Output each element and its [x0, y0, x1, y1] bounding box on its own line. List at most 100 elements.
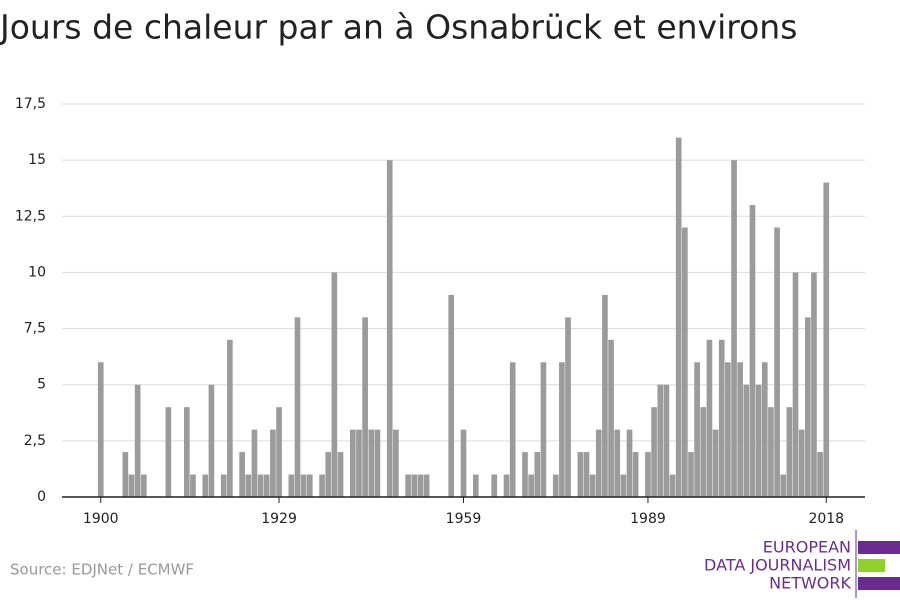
bar — [448, 294, 455, 497]
bar — [626, 429, 633, 497]
bar — [522, 452, 528, 497]
bar — [712, 429, 719, 497]
bar — [774, 227, 780, 497]
bar — [270, 429, 276, 497]
x-tick-label: 1900 — [83, 511, 119, 527]
bar — [491, 474, 498, 497]
bar — [675, 137, 682, 497]
bar — [755, 384, 762, 497]
bar — [331, 272, 338, 497]
bar — [190, 474, 196, 497]
bar — [651, 407, 657, 497]
bar — [97, 362, 104, 497]
bar — [251, 429, 258, 497]
bar — [263, 474, 270, 497]
logo: EUROPEAN DATA JOURNALISM NETWORK — [704, 530, 900, 598]
y-tick-label: 15 — [28, 152, 46, 168]
bar — [552, 474, 559, 497]
bar — [645, 452, 651, 497]
bar — [140, 474, 147, 497]
bar — [614, 429, 621, 497]
bar — [737, 362, 744, 497]
bar — [257, 474, 264, 497]
logo-bar — [858, 577, 900, 590]
bar — [509, 362, 516, 497]
bar — [165, 407, 172, 497]
y-tick-label: 0 — [37, 489, 46, 505]
bar — [393, 429, 399, 497]
bar — [294, 317, 301, 497]
bar — [749, 205, 756, 498]
bar — [208, 384, 215, 497]
bar — [534, 452, 541, 497]
x-tick-label: 1959 — [446, 511, 482, 527]
bar — [319, 474, 325, 497]
bar — [565, 317, 571, 497]
bar — [731, 160, 737, 497]
bar — [761, 362, 768, 497]
bar — [337, 452, 344, 497]
bar — [669, 474, 676, 497]
logo-bar — [858, 559, 885, 572]
bar — [608, 339, 614, 497]
bar — [682, 227, 688, 497]
bar — [743, 384, 750, 497]
logo-text: EUROPEAN — [763, 538, 851, 557]
bar — [804, 317, 811, 497]
x-tick-label: 1989 — [630, 511, 666, 527]
bar — [362, 317, 368, 497]
bar — [239, 452, 245, 497]
bar — [368, 429, 375, 497]
bar — [134, 384, 141, 497]
bar — [780, 474, 787, 497]
bar — [583, 452, 590, 497]
bar — [589, 474, 596, 497]
bar — [706, 339, 713, 497]
bar — [227, 339, 233, 497]
bar — [300, 474, 307, 497]
bar — [122, 452, 129, 497]
bar — [700, 407, 707, 497]
source: Source: EDJNet / ECMWF — [10, 561, 194, 579]
bar — [786, 407, 793, 497]
bar — [245, 474, 252, 497]
bar — [405, 474, 411, 497]
x-tick-label: 1929 — [261, 511, 297, 527]
bar — [798, 429, 805, 497]
bar — [183, 407, 190, 497]
logo-text: NETWORK — [769, 574, 851, 593]
bar — [694, 362, 700, 497]
bar — [374, 429, 381, 497]
y-tick-label: 2,5 — [24, 433, 46, 449]
bar — [460, 429, 467, 497]
bar — [306, 474, 313, 497]
bar — [823, 182, 830, 497]
bar — [288, 474, 295, 497]
chart-title: Jours de chaleur par an à Osnabrück et e… — [0, 8, 797, 47]
bar — [528, 474, 534, 497]
bar — [276, 407, 282, 497]
bar — [663, 384, 670, 497]
bar — [718, 339, 725, 497]
logo-bar — [858, 541, 900, 554]
logo-text: DATA JOURNALISM — [704, 556, 851, 575]
bar — [657, 384, 664, 497]
bar — [595, 429, 602, 497]
bar — [423, 474, 430, 497]
bar — [202, 474, 209, 497]
bar — [128, 474, 135, 497]
bar — [559, 362, 565, 497]
bar — [768, 407, 774, 497]
y-tick-label: 17,5 — [15, 96, 46, 112]
bar — [411, 474, 418, 497]
bar — [349, 429, 356, 497]
bar — [356, 429, 362, 497]
bar — [725, 362, 731, 497]
bar — [817, 452, 823, 497]
bar — [620, 474, 627, 497]
y-tick-label: 5 — [37, 377, 46, 393]
bar — [325, 452, 332, 497]
bar — [417, 474, 424, 497]
bar — [386, 160, 393, 497]
